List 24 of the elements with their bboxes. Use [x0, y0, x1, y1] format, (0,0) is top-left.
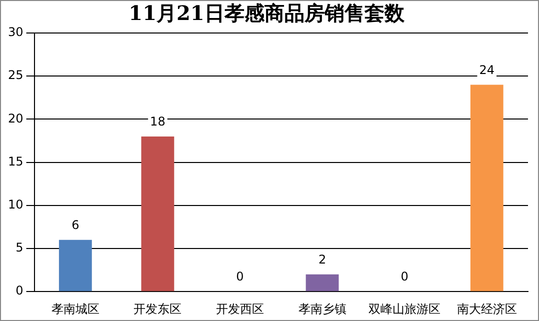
- y-tick-label: 10: [8, 198, 24, 212]
- y-tick-label: 15: [8, 154, 24, 168]
- y-tick-label: 20: [8, 111, 24, 126]
- data-label: 0: [236, 270, 244, 284]
- y-tick-label: 30: [8, 25, 24, 40]
- data-label: 6: [72, 218, 80, 232]
- y-tick-label: 5: [16, 240, 24, 255]
- bar: [141, 136, 174, 292]
- data-label: 18: [150, 114, 166, 129]
- bar: [58, 240, 92, 292]
- data-label: 24: [479, 62, 494, 77]
- x-tick-label: 孝南城区: [51, 302, 100, 316]
- y-tick-label: 25: [8, 68, 24, 82]
- data-label: 0: [400, 270, 408, 284]
- bar: [470, 84, 504, 292]
- bar: [306, 274, 339, 292]
- x-tick-label: 开发东区: [134, 302, 182, 316]
- chart-title: 11月21日孝感商品房销售套数: [128, 1, 406, 26]
- data-label: 2: [318, 252, 326, 266]
- x-tick-label: 双峰山旅游区: [368, 302, 441, 316]
- x-tick-label: 孝南乡镇: [298, 302, 346, 316]
- y-tick-label: 0: [16, 284, 24, 298]
- x-tick-label: 南大经济区: [456, 302, 517, 316]
- x-tick-label: 开发西区: [216, 302, 264, 316]
